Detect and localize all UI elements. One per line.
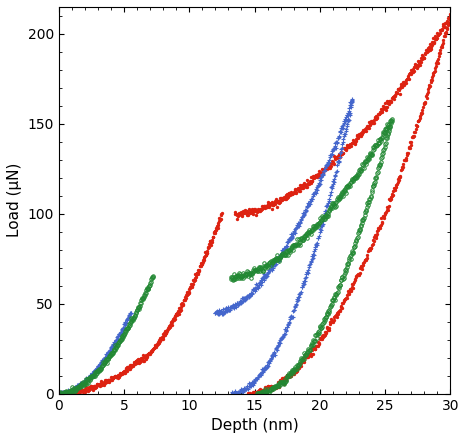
Y-axis label: Load (μN): Load (μN) [7, 163, 22, 238]
X-axis label: Depth (nm): Depth (nm) [211, 418, 298, 433]
